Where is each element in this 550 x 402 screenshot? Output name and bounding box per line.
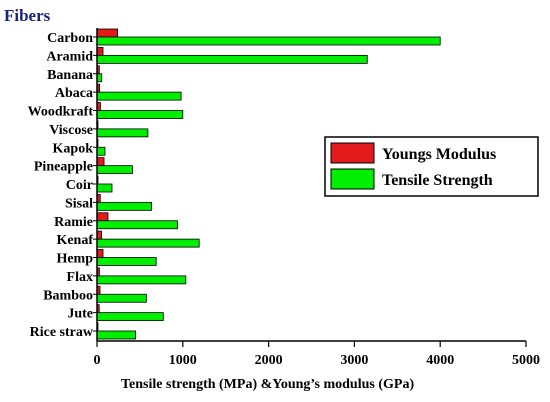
legend: Youngs Modulus Tensile Strength [324,136,539,197]
category-label-kenaf: Kenaf [56,233,93,248]
bar-youngs-modulus-pineapple [96,157,105,167]
category-labels: Carbon Aramid Banana Abaca Woodkraft Viscose K… [28,31,97,340]
bar-tensile-strength-kapok [96,146,106,156]
bar-tensile-strength-bamboo [96,293,147,303]
category-label-carbon: Carbon [47,31,93,46]
bar-youngs-modulus-ramie [96,212,109,222]
category-label-rice-straw: Rice straw [30,325,94,340]
category-label-kapok: Kapok [53,141,94,156]
category-label-flax: Flax [67,270,93,285]
category-label-viscose: Viscose [49,123,93,138]
bar-tensile-strength-woodkraft [96,110,184,119]
category-label-woodkraft: Woodkraft [28,105,94,120]
category-label-bamboo: Bamboo [43,288,93,303]
category-label-hemp: Hemp [56,252,93,267]
x-tick-label-2000: 2000 [255,353,283,368]
bar-tensile-strength-ramie [96,220,178,230]
bar-tensile-strength-rice-straw [96,330,137,340]
bar-tensile-strength-abaca [96,91,182,101]
bar-tensile-strength-kenaf [96,238,200,248]
legend-swatch-tensile-strength [330,168,375,190]
legend-label-youngs-modulus: Youngs Modulus [382,146,496,163]
bar-tensile-strength-sisal [96,201,152,211]
bar-youngs-modulus-hemp [96,249,104,258]
bar-tensile-strength-coir [96,183,113,193]
category-label-abaca: Abaca [55,86,93,101]
legend-swatch-youngs-modulus [330,142,375,164]
category-label-sisal: Sisal [65,196,93,211]
bar-tensile-strength-flax [96,275,187,285]
bar-tensile-strength-aramid [96,54,368,64]
bar-tensile-strength-pineapple [96,165,133,175]
legend-label-tensile-strength: Tensile Strength [382,172,493,189]
x-tick-label-5000: 5000 [512,353,540,368]
category-label-pineapple: Pineapple [34,160,93,175]
bar-youngs-modulus-aramid [96,46,104,56]
category-label-aramid: Aramid [46,49,93,64]
chart-title: Fibers [4,6,51,25]
x-tick-label-0: 0 [94,353,101,368]
bar-youngs-modulus-carbon [96,28,118,38]
x-axis-title: Tensile strength (MPa) &Young’s modulus … [121,377,414,392]
bar-tensile-strength-hemp [96,257,157,266]
bar-tensile-strength-carbon [96,36,441,46]
category-label-jute: Jute [67,307,93,322]
bar-tensile-strength-viscose [96,128,149,138]
x-tick-label-1000: 1000 [169,353,197,368]
bar-tensile-strength-jute [96,312,164,322]
x-tick-label-4000: 4000 [426,353,454,368]
category-label-ramie: Ramie [54,215,93,230]
x-axis-ticks: 0 1000 2000 3000 4000 5000 [94,341,540,368]
x-tick-label-3000: 3000 [340,353,368,368]
category-label-coir: Coir [66,178,93,193]
category-label-banana: Banana [47,68,93,83]
